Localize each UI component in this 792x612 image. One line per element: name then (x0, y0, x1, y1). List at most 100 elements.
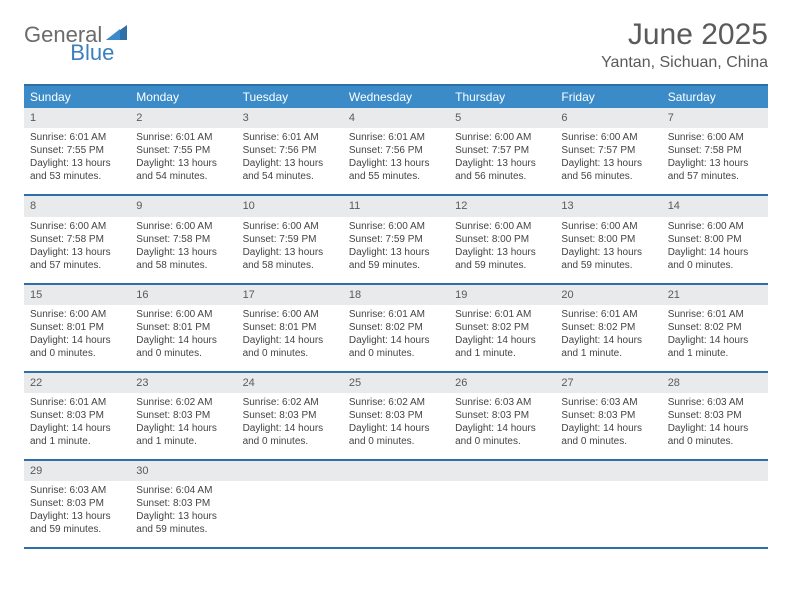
day-day2: and 0 minutes. (668, 435, 762, 448)
day-sunset: Sunset: 7:58 PM (30, 233, 124, 246)
day-day2: and 1 minute. (668, 347, 762, 360)
day-day1: Daylight: 13 hours (349, 246, 443, 259)
day-day1: Daylight: 13 hours (243, 157, 337, 170)
day-day1: Daylight: 13 hours (349, 157, 443, 170)
day-cell: 30Sunrise: 6:04 AMSunset: 8:03 PMDayligh… (130, 461, 236, 547)
day-cell: 13Sunrise: 6:00 AMSunset: 8:00 PMDayligh… (555, 196, 661, 282)
day-day1: Daylight: 14 hours (561, 422, 655, 435)
weekday-header: Tuesday (237, 86, 343, 108)
day-sunset: Sunset: 8:00 PM (561, 233, 655, 246)
day-sunset: Sunset: 7:57 PM (561, 144, 655, 157)
day-day1: Daylight: 13 hours (668, 157, 762, 170)
day-sunrise: Sunrise: 6:00 AM (136, 220, 230, 233)
day-day2: and 54 minutes. (243, 170, 337, 183)
day-sunrise: Sunrise: 6:01 AM (243, 131, 337, 144)
day-day1: Daylight: 14 hours (30, 422, 124, 435)
day-number: 23 (130, 373, 236, 393)
day-number: 25 (343, 373, 449, 393)
day-sunrise: Sunrise: 6:01 AM (30, 396, 124, 409)
day-cell: 3Sunrise: 6:01 AMSunset: 7:56 PMDaylight… (237, 108, 343, 194)
day-body: Sunrise: 6:03 AMSunset: 8:03 PMDaylight:… (449, 393, 555, 459)
day-sunset: Sunset: 8:03 PM (561, 409, 655, 422)
day-sunrise: Sunrise: 6:00 AM (668, 220, 762, 233)
day-cell: . (449, 461, 555, 547)
day-cell: 2Sunrise: 6:01 AMSunset: 7:55 PMDaylight… (130, 108, 236, 194)
day-cell: 17Sunrise: 6:00 AMSunset: 8:01 PMDayligh… (237, 285, 343, 371)
day-cell: . (343, 461, 449, 547)
day-sunset: Sunset: 7:57 PM (455, 144, 549, 157)
week-row: 1Sunrise: 6:01 AMSunset: 7:55 PMDaylight… (24, 108, 768, 196)
day-number: 7 (662, 108, 768, 128)
day-day2: and 1 minute. (136, 435, 230, 448)
day-number: 27 (555, 373, 661, 393)
day-day1: Daylight: 14 hours (136, 422, 230, 435)
day-day1: Daylight: 14 hours (349, 422, 443, 435)
day-cell: 10Sunrise: 6:00 AMSunset: 7:59 PMDayligh… (237, 196, 343, 282)
day-day1: Daylight: 13 hours (561, 157, 655, 170)
day-sunrise: Sunrise: 6:03 AM (668, 396, 762, 409)
location-label: Yantan, Sichuan, China (601, 54, 768, 72)
day-number: 26 (449, 373, 555, 393)
weekday-header: Wednesday (343, 86, 449, 108)
weeks-container: 1Sunrise: 6:01 AMSunset: 7:55 PMDaylight… (24, 108, 768, 549)
day-day2: and 57 minutes. (30, 259, 124, 272)
day-body: Sunrise: 6:00 AMSunset: 8:01 PMDaylight:… (24, 305, 130, 371)
week-row: 15Sunrise: 6:00 AMSunset: 8:01 PMDayligh… (24, 285, 768, 373)
brand-word2: Blue (70, 42, 114, 64)
weekday-header-row: Sunday Monday Tuesday Wednesday Thursday… (24, 86, 768, 108)
day-cell: 9Sunrise: 6:00 AMSunset: 7:58 PMDaylight… (130, 196, 236, 282)
day-sunset: Sunset: 8:00 PM (668, 233, 762, 246)
day-body: Sunrise: 6:02 AMSunset: 8:03 PMDaylight:… (237, 393, 343, 459)
day-sunrise: Sunrise: 6:03 AM (561, 396, 655, 409)
day-day1: Daylight: 14 hours (30, 334, 124, 347)
day-body: Sunrise: 6:00 AMSunset: 7:58 PMDaylight:… (130, 217, 236, 283)
day-number: 21 (662, 285, 768, 305)
weekday-header: Sunday (24, 86, 130, 108)
day-body (555, 481, 661, 547)
day-number: 16 (130, 285, 236, 305)
weekday-header: Monday (130, 86, 236, 108)
day-sunset: Sunset: 7:58 PM (668, 144, 762, 157)
day-number: 28 (662, 373, 768, 393)
weekday-header: Saturday (662, 86, 768, 108)
day-body: Sunrise: 6:01 AMSunset: 7:55 PMDaylight:… (24, 128, 130, 194)
day-body: Sunrise: 6:03 AMSunset: 8:03 PMDaylight:… (662, 393, 768, 459)
day-cell: . (237, 461, 343, 547)
day-cell: 24Sunrise: 6:02 AMSunset: 8:03 PMDayligh… (237, 373, 343, 459)
day-sunrise: Sunrise: 6:00 AM (455, 220, 549, 233)
day-body: Sunrise: 6:03 AMSunset: 8:03 PMDaylight:… (555, 393, 661, 459)
day-number: 4 (343, 108, 449, 128)
day-body: Sunrise: 6:00 AMSunset: 8:00 PMDaylight:… (555, 217, 661, 283)
day-sunset: Sunset: 8:00 PM (455, 233, 549, 246)
day-cell: 5Sunrise: 6:00 AMSunset: 7:57 PMDaylight… (449, 108, 555, 194)
day-number: 5 (449, 108, 555, 128)
day-day1: Daylight: 14 hours (668, 334, 762, 347)
day-body: Sunrise: 6:01 AMSunset: 8:02 PMDaylight:… (662, 305, 768, 371)
day-day1: Daylight: 13 hours (30, 246, 124, 259)
day-number: . (449, 461, 555, 481)
day-day2: and 1 minute. (30, 435, 124, 448)
day-sunset: Sunset: 8:03 PM (243, 409, 337, 422)
day-day1: Daylight: 13 hours (136, 246, 230, 259)
day-sunrise: Sunrise: 6:00 AM (136, 308, 230, 321)
day-day1: Daylight: 14 hours (561, 334, 655, 347)
day-body: Sunrise: 6:00 AMSunset: 8:01 PMDaylight:… (237, 305, 343, 371)
day-cell: 19Sunrise: 6:01 AMSunset: 8:02 PMDayligh… (449, 285, 555, 371)
day-body (343, 481, 449, 547)
day-sunset: Sunset: 8:02 PM (668, 321, 762, 334)
day-sunrise: Sunrise: 6:00 AM (349, 220, 443, 233)
calendar: Sunday Monday Tuesday Wednesday Thursday… (24, 84, 768, 549)
day-sunset: Sunset: 8:02 PM (455, 321, 549, 334)
day-sunrise: Sunrise: 6:01 AM (30, 131, 124, 144)
day-day1: Daylight: 14 hours (243, 422, 337, 435)
day-sunset: Sunset: 7:56 PM (349, 144, 443, 157)
day-sunrise: Sunrise: 6:01 AM (455, 308, 549, 321)
weekday-header: Friday (555, 86, 661, 108)
day-cell: 27Sunrise: 6:03 AMSunset: 8:03 PMDayligh… (555, 373, 661, 459)
day-day1: Daylight: 13 hours (455, 157, 549, 170)
day-day1: Daylight: 14 hours (668, 246, 762, 259)
day-day1: Daylight: 13 hours (30, 510, 124, 523)
day-sunset: Sunset: 8:03 PM (30, 497, 124, 510)
day-number: 2 (130, 108, 236, 128)
day-sunrise: Sunrise: 6:01 AM (136, 131, 230, 144)
